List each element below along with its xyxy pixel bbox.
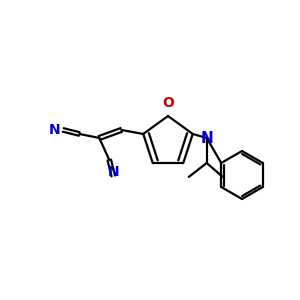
Text: O: O	[162, 96, 174, 110]
Text: N: N	[49, 123, 60, 137]
Text: N: N	[107, 165, 119, 179]
Text: N: N	[200, 131, 213, 146]
